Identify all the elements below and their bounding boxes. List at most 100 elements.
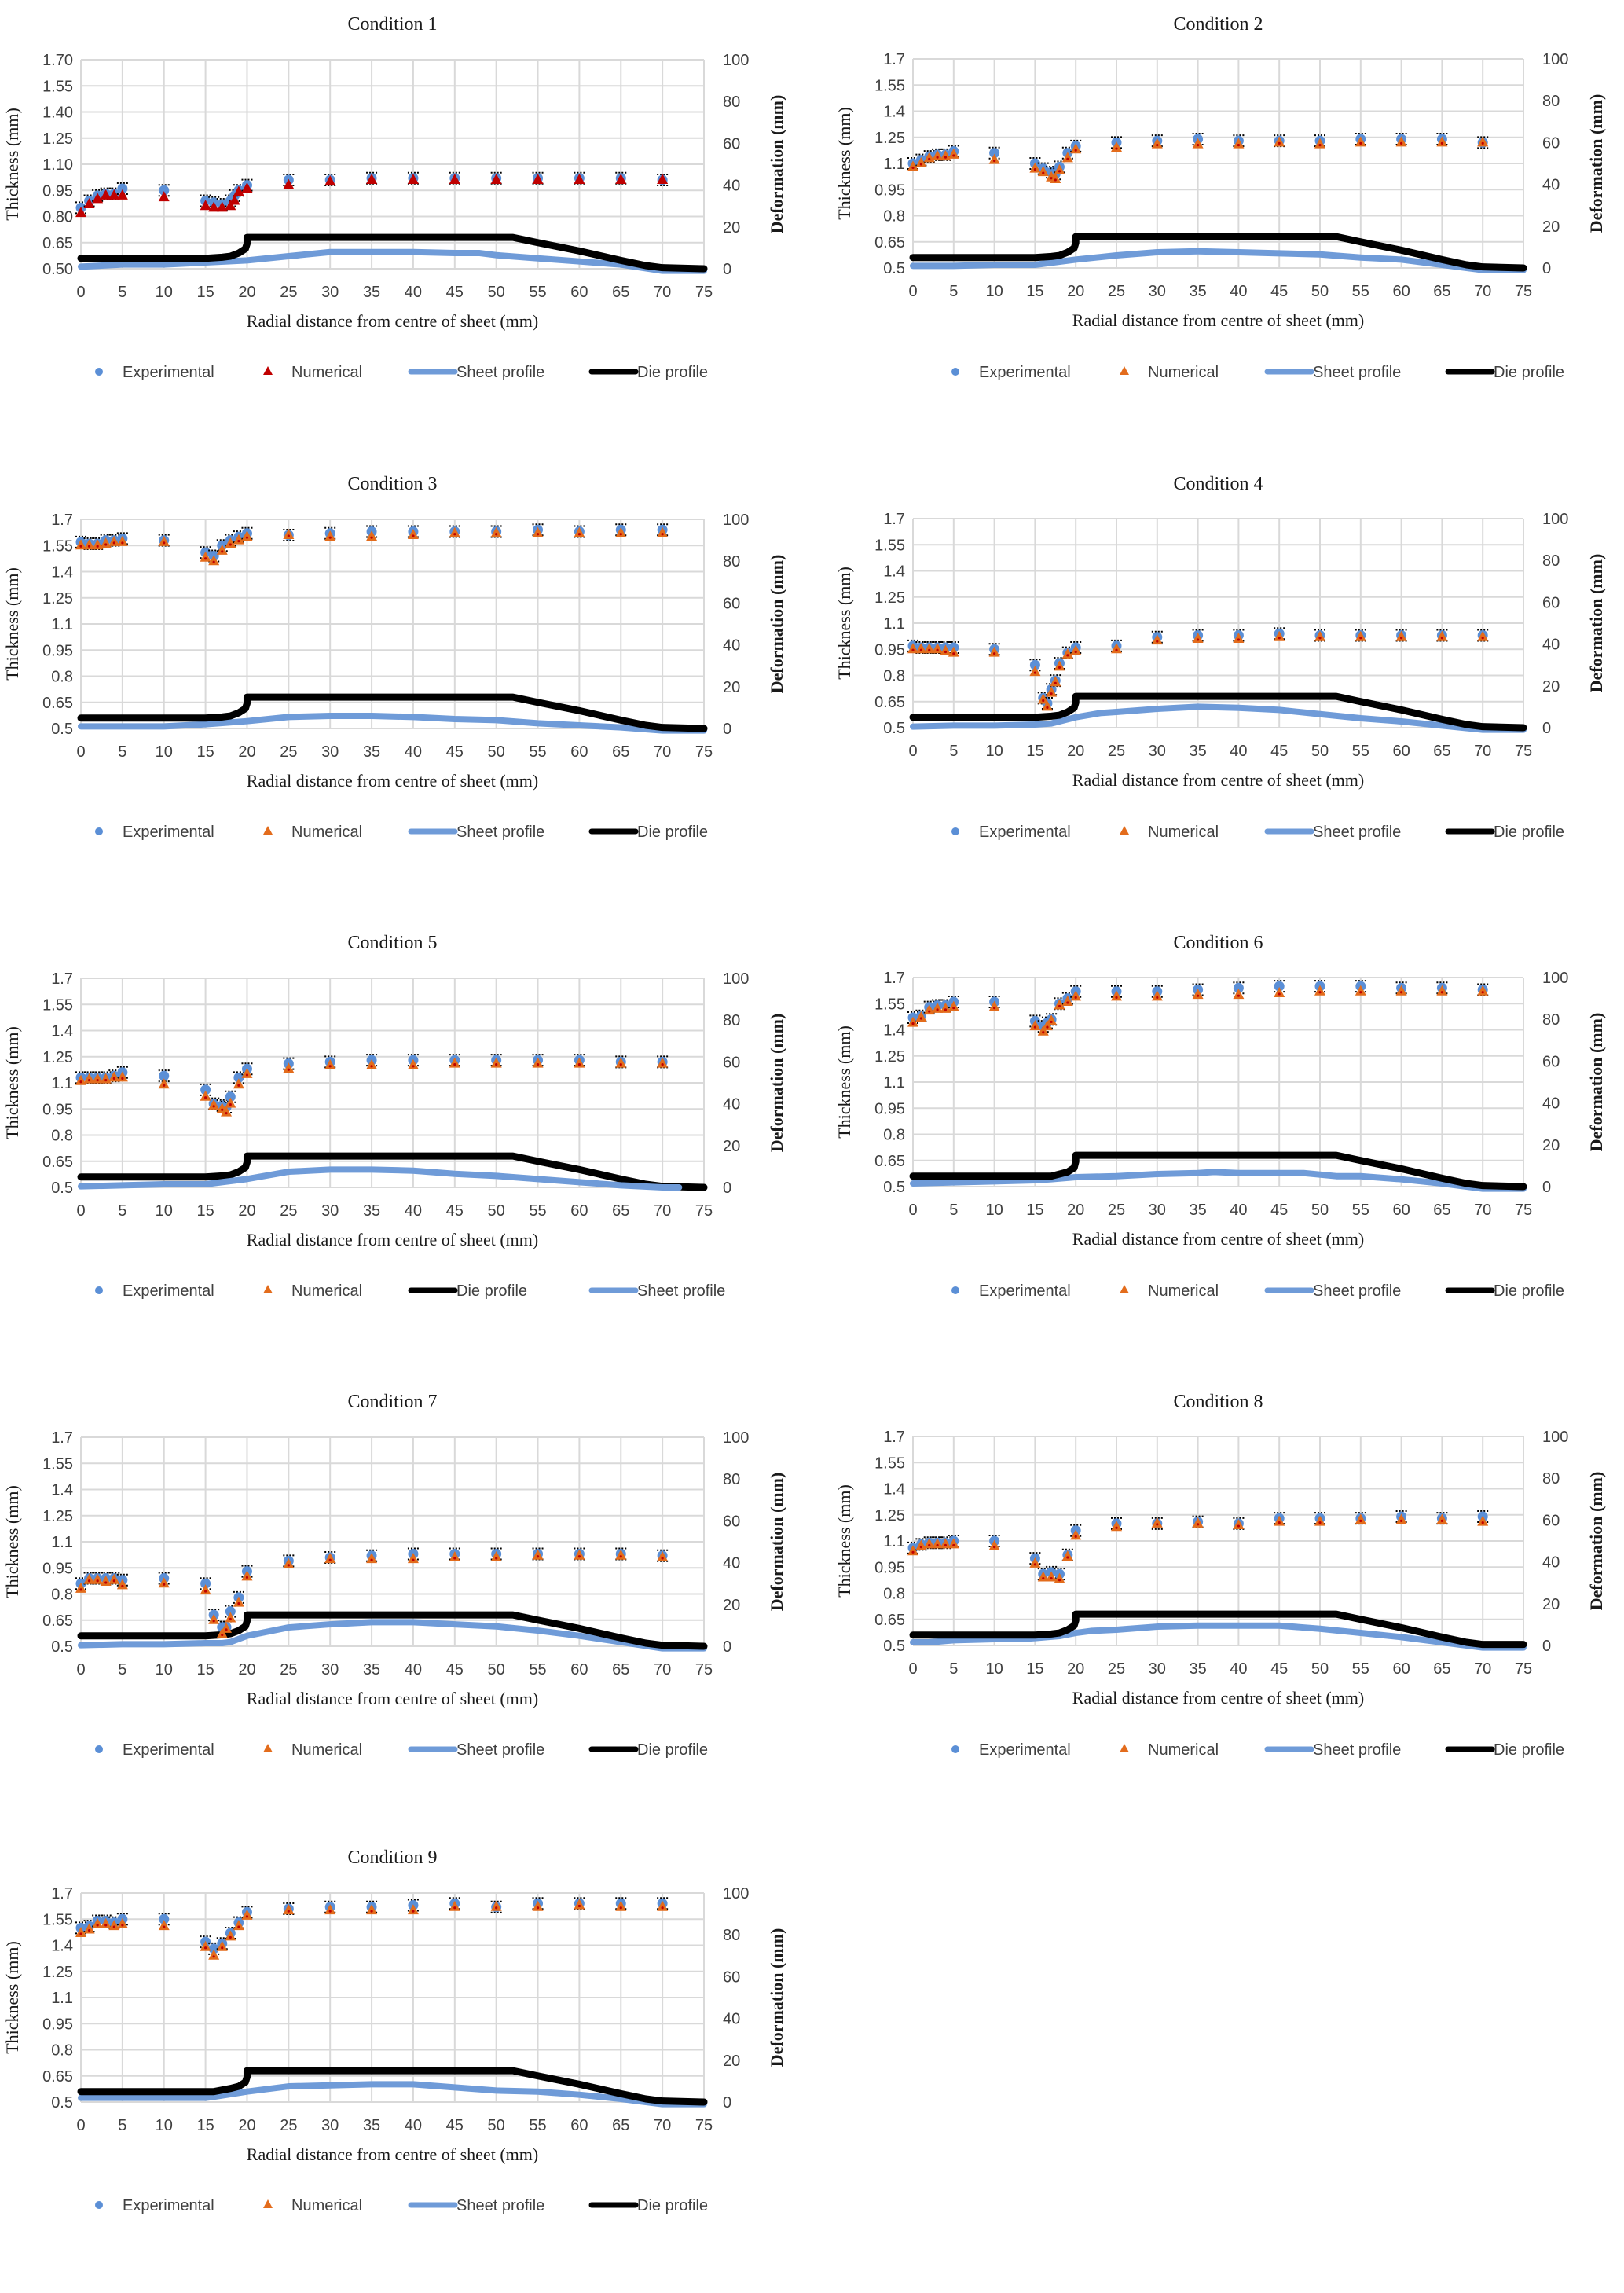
numerical-point-core bbox=[1278, 992, 1281, 996]
y2-tick-label: 60 bbox=[723, 1054, 740, 1071]
numerical-point-core bbox=[952, 1543, 955, 1547]
x-tick-label: 25 bbox=[280, 2117, 297, 2134]
numerical-point bbox=[1395, 985, 1407, 996]
numerical-point-core bbox=[112, 1579, 115, 1583]
numerical-point bbox=[108, 1071, 120, 1082]
numerical-point bbox=[907, 1016, 918, 1027]
sheet-profile-line bbox=[78, 1166, 683, 1191]
numerical-point bbox=[116, 1917, 128, 1928]
numerical-point bbox=[208, 1949, 220, 1960]
numerical-point bbox=[1029, 666, 1041, 677]
x-tick-label: 15 bbox=[196, 1661, 214, 1678]
legend-item: Numerical bbox=[263, 824, 362, 841]
numerical-point-core bbox=[79, 545, 82, 548]
legend: Experimental Numerical Sheet profile Die pr… bbox=[95, 2197, 708, 2214]
numerical-point bbox=[1061, 996, 1073, 1007]
x-tick-label: 70 bbox=[1474, 1202, 1491, 1219]
numerical-point-core bbox=[96, 545, 99, 548]
numerical-point bbox=[283, 1557, 295, 1568]
x-tick-label: 65 bbox=[612, 1202, 629, 1220]
x-tick-label: 0 bbox=[76, 2117, 85, 2134]
chart-title: Condition 3 bbox=[347, 474, 437, 494]
numerical-point-core bbox=[1115, 147, 1118, 150]
y2-tick-label: 0 bbox=[723, 1180, 731, 1197]
sheet-profile-line bbox=[910, 1622, 1527, 1651]
y-tick-label: 0.8 bbox=[883, 208, 905, 226]
numerical-point-core bbox=[204, 1946, 207, 1950]
numerical-point-core bbox=[1046, 1025, 1049, 1029]
numerical-point-core bbox=[1033, 671, 1036, 674]
chart-title: Condition 4 bbox=[1173, 474, 1263, 494]
numerical-point bbox=[233, 1078, 244, 1089]
numerical-point-core bbox=[212, 1955, 215, 1958]
legend-item: Sheet profile bbox=[588, 1282, 725, 1300]
numerical-point-core bbox=[96, 1078, 99, 1082]
y-tick-label: 0.65 bbox=[42, 235, 73, 252]
x-tick-label: 40 bbox=[405, 1202, 422, 1220]
legend-item: Die profile bbox=[588, 2197, 708, 2214]
x-tick-label: 5 bbox=[949, 1202, 958, 1219]
numerical-point bbox=[490, 173, 502, 184]
numerical-point-core bbox=[1074, 650, 1077, 654]
numerical-point-core bbox=[229, 1103, 232, 1106]
chart-panel-condition-9: Condition 9 0 5 10 15 20 25 30 35 40 45 50 55 60 65 70 7… bbox=[0, 1833, 812, 2293]
numerical-point bbox=[1274, 630, 1285, 641]
legend-label: Numerical bbox=[1148, 1282, 1219, 1300]
numerical-point bbox=[574, 173, 585, 184]
x-tick-label: 55 bbox=[1352, 283, 1369, 300]
numerical-point bbox=[574, 1549, 585, 1560]
x-tick-label: 60 bbox=[1392, 1660, 1410, 1678]
numerical-point-core bbox=[121, 1584, 124, 1588]
numerical-point bbox=[449, 1550, 460, 1561]
y-tick-label: 1.55 bbox=[874, 537, 905, 554]
x-tick-label: 0 bbox=[76, 1202, 85, 1220]
numerical-point bbox=[1037, 166, 1049, 177]
legend-item: Sheet profile bbox=[1264, 364, 1401, 381]
y-tick-label: 0.8 bbox=[883, 1586, 905, 1603]
numerical-point-core bbox=[1359, 141, 1362, 145]
chart-panel-condition-4: Condition 4 0 5 10 15 20 25 30 35 40 45 50 55 60 65 70 7… bbox=[812, 460, 1623, 919]
numerical-point bbox=[208, 201, 220, 212]
y-tick-label: 1.4 bbox=[883, 1022, 905, 1040]
numerical-point-core bbox=[1033, 168, 1036, 171]
x-tick-label: 45 bbox=[1270, 283, 1288, 300]
x-tick-label: 55 bbox=[1352, 743, 1369, 760]
numerical-point bbox=[1041, 1020, 1053, 1031]
numerical-series bbox=[75, 526, 669, 566]
numerical-point-core bbox=[1074, 149, 1077, 152]
y2-axis-title: Deformation (mm) bbox=[767, 555, 786, 694]
numerical-point bbox=[1192, 138, 1204, 149]
numerical-point-core bbox=[87, 1579, 91, 1583]
numerical-point-core bbox=[237, 1601, 240, 1605]
numerical-point bbox=[366, 1904, 378, 1915]
numerical-point bbox=[366, 173, 378, 184]
numerical-point bbox=[574, 526, 585, 537]
numerical-point-core bbox=[1156, 1523, 1159, 1526]
numerical-point-core bbox=[237, 540, 240, 543]
numerical-point bbox=[988, 153, 1000, 164]
x-tick-label: 75 bbox=[1515, 283, 1532, 300]
numerical-point bbox=[108, 535, 120, 546]
numerical-point-core bbox=[287, 1910, 290, 1913]
y-tick-label: 0.5 bbox=[883, 720, 905, 737]
numerical-point bbox=[241, 1909, 253, 1920]
numerical-point bbox=[490, 1900, 502, 1911]
numerical-point-core bbox=[619, 1063, 622, 1066]
numerical-point-core bbox=[1046, 706, 1049, 709]
numerical-point-core bbox=[121, 541, 124, 545]
sheet-profile-line bbox=[78, 248, 707, 274]
numerical-point bbox=[532, 1900, 544, 1911]
numerical-point bbox=[923, 1538, 935, 1549]
y-axis-title: Thickness (mm) bbox=[2, 1941, 22, 2054]
numerical-point bbox=[1274, 986, 1285, 997]
y-tick-label: 0.5 bbox=[883, 260, 905, 277]
chart-panel-condition-2: Condition 2 0 5 10 15 20 25 30 35 40 45 50 55 60 65 70 7… bbox=[812, 0, 1623, 460]
numerical-point bbox=[241, 1570, 253, 1581]
legend-item: Numerical bbox=[263, 1282, 362, 1300]
chart-svg: Condition 1 0 5 10 15 20 25 30 35 40 45 50 55 60 65 70 7… bbox=[2, 14, 786, 381]
numerical-point bbox=[657, 173, 669, 184]
numerical-point bbox=[1192, 1517, 1204, 1528]
chart-title: Condition 2 bbox=[1173, 14, 1263, 35]
numerical-point bbox=[1274, 136, 1285, 147]
numerical-point-core bbox=[237, 1925, 240, 1928]
